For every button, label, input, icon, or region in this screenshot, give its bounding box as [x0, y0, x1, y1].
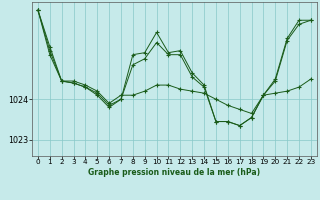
X-axis label: Graphe pression niveau de la mer (hPa): Graphe pression niveau de la mer (hPa) — [88, 168, 260, 177]
